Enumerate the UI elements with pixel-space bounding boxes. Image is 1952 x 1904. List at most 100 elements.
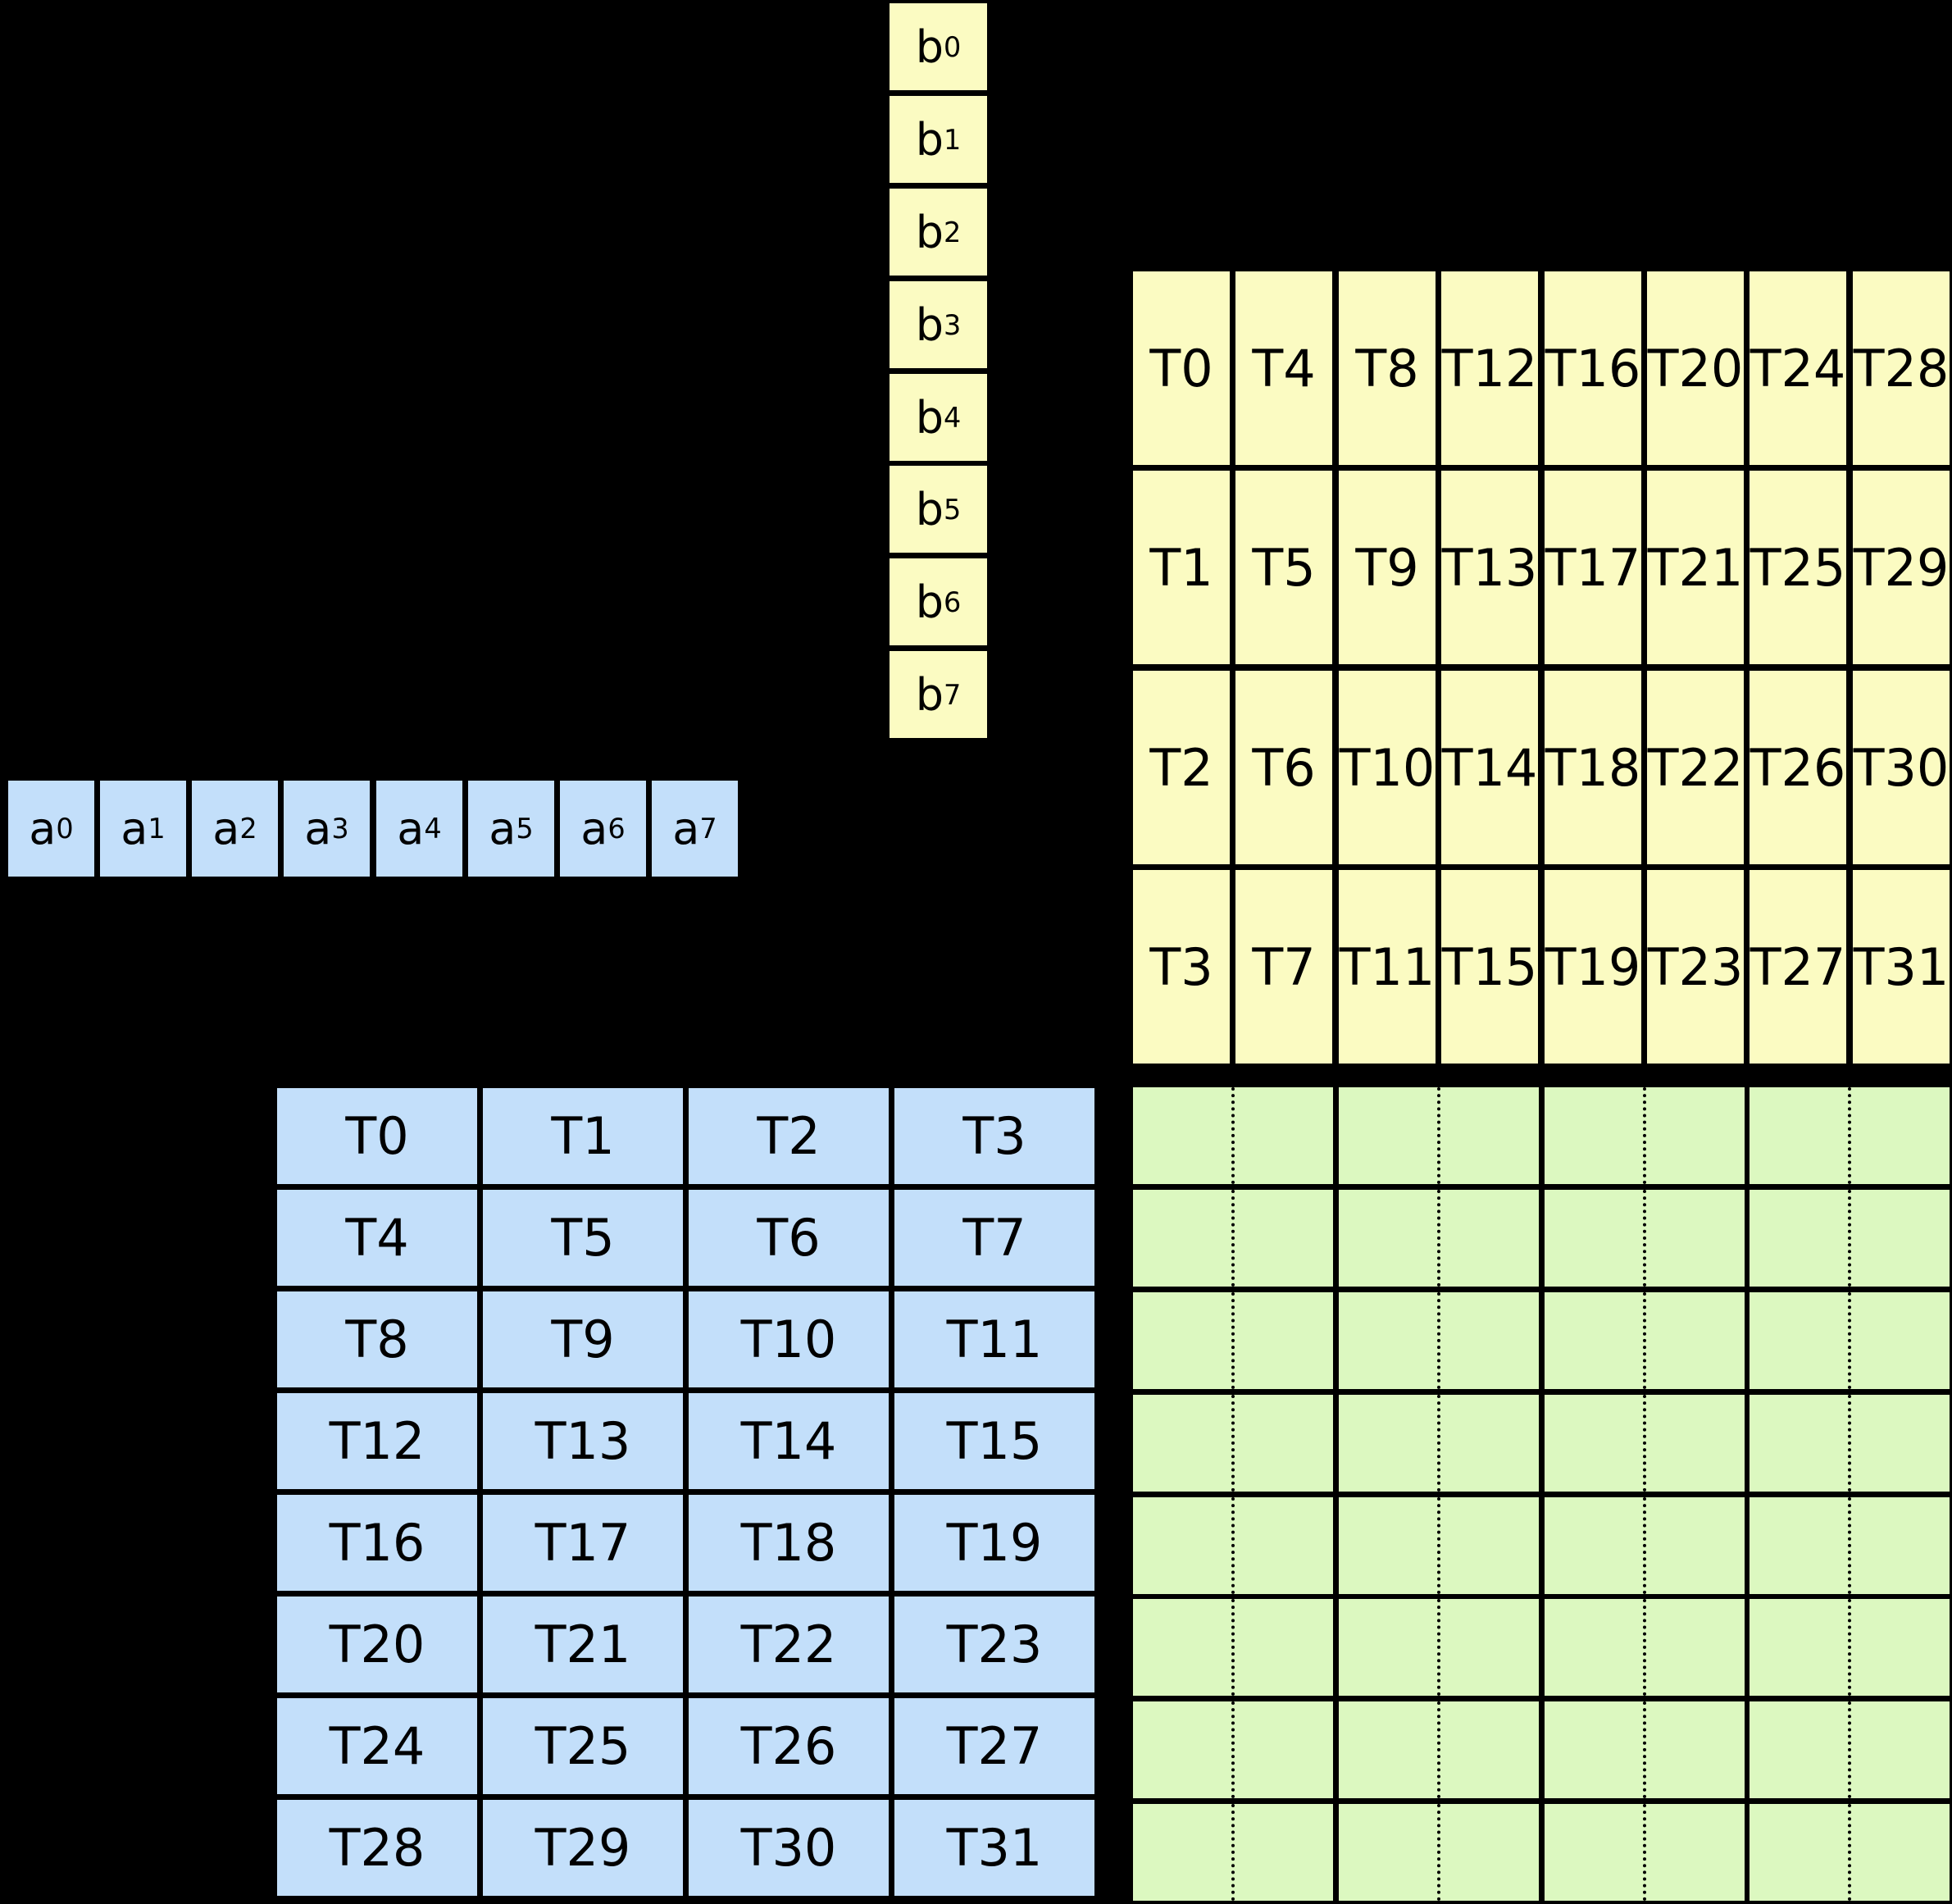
symbol-subscript: 0 [56,813,74,845]
output-cell-green [1335,1289,1542,1392]
output-cell-green [1335,1698,1542,1802]
thread-cell-blue: T7 [891,1187,1098,1289]
thread-cell-blue: T15 [891,1390,1098,1492]
output-cell-green [1746,1289,1952,1392]
output-cell-green [1541,1187,1748,1290]
symbol-base: b [915,20,944,73]
symbol-subscript: 0 [943,30,962,63]
symbol-base: b [915,206,944,258]
output-cell-green [1541,1801,1748,1904]
thread-cell-yellow: T29 [1850,467,1952,667]
symbol-subscript: 2 [943,216,962,248]
thread-cell-blue: T10 [685,1288,892,1391]
output-cell-green [1130,1187,1336,1290]
thread-cell-yellow: T8 [1335,268,1439,468]
output-cell-green [1746,1392,1952,1495]
thread-cell-yellow: T24 [1746,268,1850,468]
thread-cell-blue: T17 [480,1492,686,1594]
symbol-base: a [397,803,425,854]
output-cell-green [1541,1392,1748,1495]
thread-cell-blue: T23 [891,1593,1098,1696]
output-cell-green [1130,1698,1336,1802]
symbol-subscript: 5 [516,813,534,845]
symbol-subscript: 2 [239,813,257,845]
output-cell-green [1746,1084,1952,1187]
thread-cell-blue: T30 [685,1797,892,1899]
output-cell-green [1335,1801,1542,1904]
thread-cell-yellow: T2 [1130,667,1233,868]
symbol-subscript: 7 [699,813,717,845]
symbol-base: b [915,391,944,444]
output-cell-green [1130,1801,1336,1904]
symbol-base: b [915,576,944,628]
thread-cell-yellow: T28 [1850,268,1952,468]
thread-cell-blue: T5 [480,1187,686,1289]
thread-cell-yellow: T7 [1232,867,1335,1067]
thread-cell-yellow: T10 [1335,667,1439,868]
output-cell-green [1130,1289,1336,1392]
thread-cell-blue: T3 [891,1085,1098,1187]
thread-cell-yellow: T20 [1644,268,1747,468]
thread-cell-blue: T9 [480,1288,686,1391]
thread-cell-blue: T28 [274,1797,480,1899]
thread-cell-yellow: T15 [1438,867,1541,1067]
thread-cell-blue: T4 [274,1187,480,1289]
thread-cell-yellow: T26 [1746,667,1850,868]
output-cell-green [1130,1084,1336,1187]
symbol-base: b [915,668,944,721]
symbol-base: b [915,483,944,535]
thread-grid-yellow: T0 T4 T8 T12 T16 T20 T24 T28 T1 T5 T9 T13 T17 T21 T25 T… [1130,268,1952,1067]
thread-cell-yellow: T14 [1438,667,1541,868]
thread-cell-blue: T20 [274,1593,480,1696]
thread-cell-blue: T19 [891,1492,1098,1594]
thread-cell-yellow: T21 [1644,467,1747,667]
thread-cell-blue: T21 [480,1593,686,1696]
output-cell-green [1541,1289,1748,1392]
thread-cell-yellow: T12 [1438,268,1541,468]
output-grid-green [1130,1084,1952,1904]
thread-cell-yellow: T0 [1130,268,1233,468]
thread-cell-blue: T2 [685,1085,892,1187]
thread-cell-yellow: T22 [1644,667,1747,868]
thread-cell-blue: T18 [685,1492,892,1594]
symbol-subscript: 1 [148,813,166,845]
output-cell-green [1746,1187,1952,1290]
symbol-subscript: 4 [424,813,442,845]
thread-cell-yellow: T19 [1541,867,1645,1067]
symbol-subscript: 6 [943,585,962,618]
output-cell-green [1541,1698,1748,1802]
symbol-base: a [489,803,516,854]
symbol-base: b [915,113,944,166]
thread-cell-blue: T31 [891,1797,1098,1899]
thread-cell-blue: T8 [274,1288,480,1391]
thread-cell-yellow: T4 [1232,268,1335,468]
thread-cell-yellow: T16 [1541,268,1645,468]
output-cell-green [1541,1596,1748,1699]
thread-cell-yellow: T27 [1746,867,1850,1067]
symbol-subscript: 6 [607,813,626,845]
output-cell-green [1335,1494,1542,1597]
thread-cell-yellow: T31 [1850,867,1952,1067]
thread-cell-blue: T27 [891,1695,1098,1797]
symbol-base: a [580,803,608,854]
output-cell-green [1335,1392,1542,1495]
thread-cell-blue: T14 [685,1390,892,1492]
thread-cell-blue: T24 [274,1695,480,1797]
symbol-subscript: 3 [331,813,349,845]
thread-cell-blue: T29 [480,1797,686,1899]
output-cell-green [1130,1596,1336,1699]
thread-cell-yellow: T3 [1130,867,1233,1067]
output-cell-green [1335,1187,1542,1290]
output-cell-green [1541,1084,1748,1187]
